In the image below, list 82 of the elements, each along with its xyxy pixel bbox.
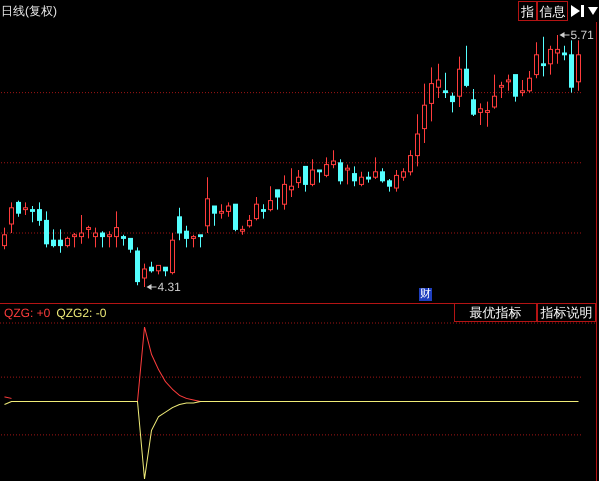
candlestick	[345, 164, 350, 185]
candlestick	[16, 200, 21, 218]
candlestick	[331, 150, 336, 169]
candlestick	[177, 207, 182, 241]
text: 财	[420, 288, 431, 300]
candlestick	[128, 238, 133, 254]
candlestick	[100, 230, 105, 248]
candlestick	[37, 202, 42, 226]
candlestick	[254, 196, 259, 221]
candlestick	[9, 202, 14, 234]
text: QZG2: -0	[56, 306, 106, 320]
candlestick	[247, 214, 252, 228]
candlestick	[380, 168, 385, 184]
chart-title: 日线(复权)	[1, 4, 57, 18]
text: QZG: +0	[4, 306, 50, 320]
candlestick	[338, 158, 343, 185]
candlestick	[142, 263, 147, 287]
candlestick	[289, 168, 294, 198]
candlestick	[30, 206, 35, 223]
candlestick	[226, 202, 231, 218]
candlestick	[506, 74, 511, 92]
candlestick	[422, 83, 427, 144]
candlestick	[478, 102, 483, 126]
candlestick	[534, 42, 539, 79]
candlestick	[443, 72, 448, 98]
candlestick	[121, 234, 126, 246]
candlestick	[58, 228, 63, 254]
text: 指标说明	[540, 305, 592, 320]
candlestick	[79, 214, 84, 244]
candlestick	[86, 225, 91, 239]
candlestick	[471, 88, 476, 116]
candlestick	[93, 227, 98, 248]
candlestick	[149, 261, 154, 274]
candlestick	[282, 174, 287, 210]
candlestick	[268, 186, 273, 212]
candlestick	[261, 204, 266, 220]
candlestick	[562, 45, 567, 61]
candlestick	[107, 230, 112, 248]
candlestick	[548, 45, 553, 76]
candlestick	[352, 166, 357, 187]
candlestick	[51, 228, 56, 248]
candlestick	[324, 156, 329, 178]
annotation: 5.71	[570, 28, 594, 42]
candlestick	[184, 225, 189, 248]
candlestick	[555, 35, 560, 64]
candlestick	[317, 170, 322, 184]
candlestick	[191, 234, 196, 248]
candlestick	[401, 168, 406, 182]
candlestick	[72, 232, 77, 248]
candlestick	[436, 63, 441, 98]
candlestick	[513, 74, 518, 102]
text: 信息	[540, 4, 566, 18]
candlestick	[23, 202, 28, 216]
candlestick	[296, 170, 301, 188]
candlestick	[499, 81, 504, 98]
candlestick	[310, 158, 315, 187]
candlestick	[429, 66, 434, 122]
candlestick	[485, 101, 490, 128]
candlestick	[359, 171, 364, 187]
annotation: 4.31	[158, 280, 182, 294]
candlestick	[303, 166, 308, 192]
candlestick	[44, 210, 49, 248]
candlestick	[373, 156, 378, 180]
candlestick	[541, 36, 546, 77]
candlestick	[394, 170, 399, 192]
candlestick	[275, 189, 280, 210]
text: 指	[521, 4, 534, 18]
candlestick	[219, 204, 224, 220]
candlestick	[65, 236, 70, 248]
candlestick	[114, 210, 119, 248]
candlestick	[387, 178, 392, 192]
candlestick	[527, 70, 532, 94]
candlestick	[198, 234, 203, 248]
candlestick	[492, 74, 497, 110]
candlestick	[415, 114, 420, 167]
candlestick	[212, 206, 217, 226]
candlestick	[366, 171, 371, 184]
candlestick	[520, 80, 525, 97]
candlestick	[408, 150, 413, 176]
candlestick	[450, 92, 455, 113]
text: 最优指标	[470, 305, 522, 320]
candlestick	[464, 45, 469, 88]
